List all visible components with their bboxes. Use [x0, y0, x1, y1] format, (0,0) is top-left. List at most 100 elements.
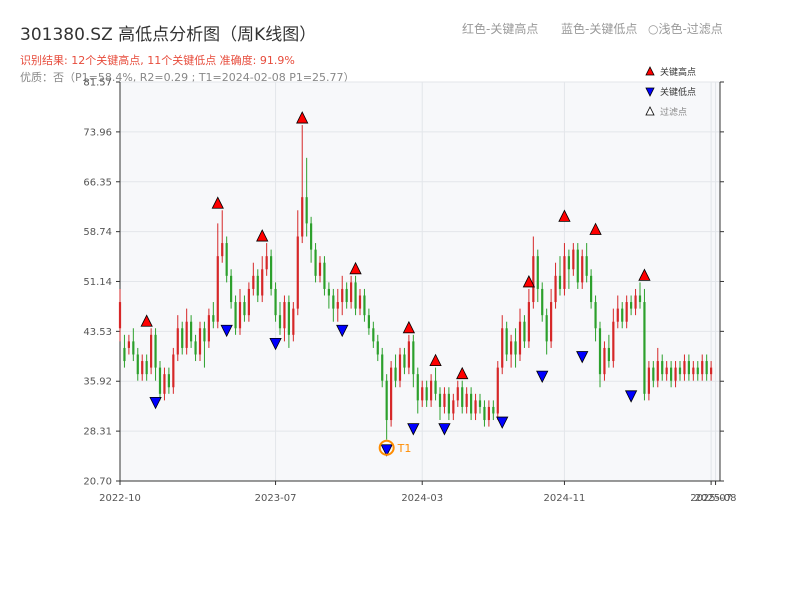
candle-body: [541, 288, 544, 316]
candle-body: [505, 328, 508, 355]
candle-body: [390, 367, 393, 421]
y-tick-label: 58.74: [83, 227, 112, 238]
candle-body: [536, 256, 539, 289]
legend-blue-text: 蓝色-关键低点: [561, 22, 638, 36]
candle-body: [278, 315, 282, 329]
key-low-marker: [536, 370, 549, 384]
candle-body: [412, 341, 415, 375]
key-high-marker: [558, 209, 571, 222]
candle-body: [292, 308, 295, 335]
candle-body: [163, 374, 166, 394]
candle-body: [550, 302, 553, 342]
candle-body: [585, 256, 588, 276]
candle-body: [590, 275, 593, 303]
candle-body: [150, 334, 153, 368]
candle-body: [634, 295, 637, 309]
candle-body: [425, 387, 428, 401]
y-tick-label: 51.14: [83, 277, 112, 288]
legend-label: 过滤点: [660, 106, 687, 118]
candle-body: [661, 361, 664, 375]
chart-title: 301380.SZ 高低点分析图（周K线图）: [20, 25, 317, 45]
candle-body: [652, 367, 655, 381]
candle-body: [470, 393, 473, 414]
candle-body: [127, 341, 130, 348]
candle-body: [638, 295, 642, 303]
candle-body: [221, 243, 224, 257]
key-low-marker: [407, 423, 420, 436]
y-tick-label: 73.96: [83, 127, 112, 138]
candle-body: [581, 256, 584, 283]
candle-body: [678, 367, 682, 375]
key-high-marker: [211, 196, 224, 209]
candle-body: [647, 367, 650, 394]
candle-body: [465, 393, 468, 407]
key-high-marker: [589, 222, 602, 235]
candle-body: [474, 400, 477, 414]
candle-body: [443, 393, 446, 407]
candle-body: [518, 321, 522, 355]
t1-circle: [378, 439, 395, 456]
legend-label: 关键低点: [660, 86, 696, 98]
candle-body: [123, 347, 126, 362]
candle-body: [447, 393, 450, 414]
key-high-marker: [256, 229, 269, 242]
candle-body: [118, 302, 122, 329]
candle-body: [607, 347, 610, 362]
candle-body: [403, 354, 406, 368]
y-tick-label: 20.70: [83, 477, 112, 488]
candle-body: [350, 282, 353, 303]
candle-body: [434, 380, 437, 394]
key-high-marker: [296, 111, 309, 124]
candle-body: [270, 256, 273, 289]
candle-body: [207, 315, 210, 342]
candle-body: [145, 361, 148, 375]
candle-body: [154, 334, 157, 368]
candle-body: [478, 400, 482, 407]
candle-body: [496, 367, 499, 414]
key-high-marker: [638, 268, 651, 281]
legend-light-text: ○浅色-过滤点: [648, 22, 723, 36]
key-low-marker: [220, 324, 233, 338]
legend-marker: [645, 106, 655, 116]
candle-body: [176, 328, 179, 355]
candle-body: [701, 361, 704, 375]
x-tick-label: 2022-10: [99, 493, 141, 504]
candle-body: [234, 302, 237, 329]
candle-body: [487, 406, 490, 421]
candle-body: [314, 249, 317, 276]
y-tick-label: 43.53: [83, 327, 112, 338]
key-high-marker: [140, 314, 153, 327]
key-high-marker: [429, 353, 442, 366]
legend-marker: [645, 66, 655, 76]
candle-body: [603, 347, 606, 375]
key-low-marker: [438, 423, 451, 436]
legend-red-text: 红色-关键高点: [462, 22, 539, 36]
candle-body: [243, 302, 246, 316]
candle-body: [194, 341, 197, 355]
candle-body: [514, 341, 517, 355]
candle-body: [136, 354, 139, 375]
candle-body: [296, 236, 299, 309]
candle-body: [416, 374, 419, 401]
candle-body: [301, 197, 304, 237]
candle-body: [621, 308, 624, 322]
candle-body: [696, 367, 699, 375]
candle-body: [483, 406, 486, 421]
candle-body: [674, 367, 677, 381]
legend-label: 关键高点: [660, 66, 696, 78]
candle-body: [141, 361, 144, 375]
key-low-marker: [576, 351, 589, 364]
candle-body: [212, 315, 215, 322]
candle-body: [341, 288, 344, 303]
candle-body: [683, 361, 686, 375]
candle-body: [225, 243, 228, 276]
candle-body: [616, 308, 619, 322]
candle-body: [252, 275, 255, 289]
candle-body: [563, 256, 566, 289]
key-low-marker: [496, 416, 509, 429]
candle-body: [216, 256, 219, 322]
candle-body: [567, 256, 570, 270]
candle-body: [332, 295, 335, 309]
candle-body: [287, 302, 290, 335]
t1-label: T1: [397, 442, 412, 455]
